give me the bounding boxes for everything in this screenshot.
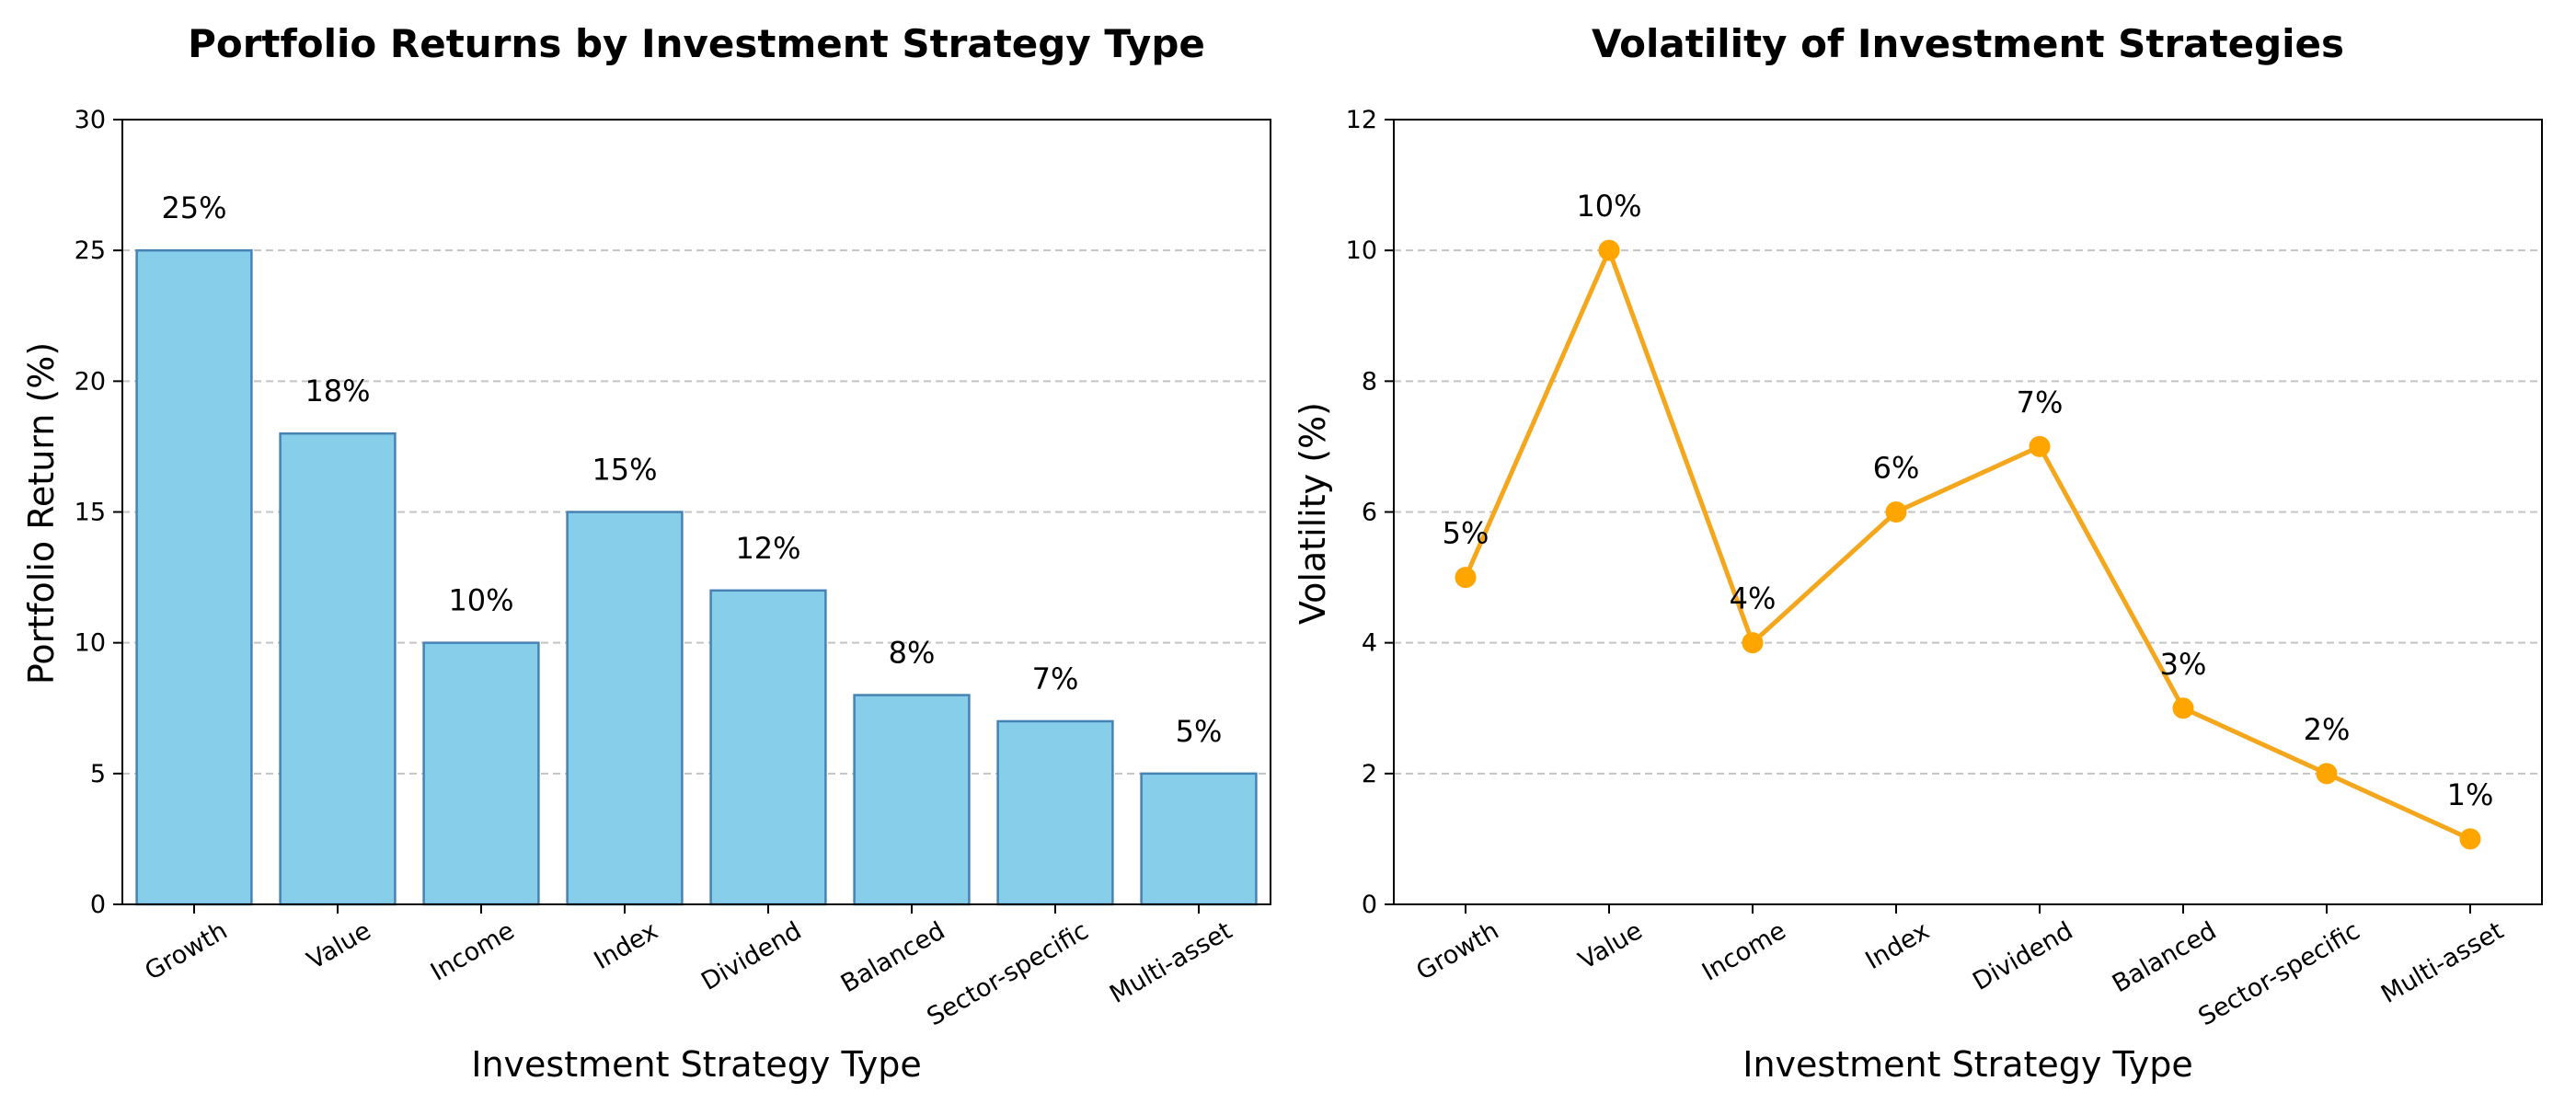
volatility-x-tick-label: Value <box>1574 916 1648 975</box>
point-data-label: 3% <box>2160 647 2207 682</box>
volatility-chart-title: Volatility of Investment Strategies <box>1592 21 2344 66</box>
volatility-x-tick-label: Balanced <box>2108 916 2222 998</box>
volatility-y-tick-label: 2 <box>1362 760 1377 788</box>
volatility-plot-frame <box>1393 119 2543 905</box>
bar-multi-asset <box>1140 772 1258 906</box>
volatility-y-tick-label: 12 <box>1346 106 1377 134</box>
returns-x-tick-label: Sector-specific <box>923 916 1094 1031</box>
bar-data-label: 10% <box>448 583 513 618</box>
volatility-y-tick-label: 0 <box>1362 891 1377 919</box>
returns-chart-title: Portfolio Returns by Investment Strategy… <box>188 21 1205 66</box>
returns-x-tick-label: Growth <box>140 916 232 986</box>
returns-x-tick-label: Multi-asset <box>1105 916 1236 1009</box>
bar-data-label: 25% <box>161 190 226 225</box>
volatility-line-chart: Volatility of Investment Strategies Inve… <box>1293 21 2543 1085</box>
returns-x-tick-label: Value <box>303 916 376 975</box>
returns-y-tick-label: 20 <box>75 367 106 396</box>
volatility-x-tick-label: Multi-asset <box>2376 916 2508 1009</box>
bar-index <box>566 511 684 906</box>
volatility-y-tick-label: 8 <box>1362 367 1377 396</box>
returns-y-tick-label: 15 <box>75 499 106 527</box>
bar-balanced <box>853 694 971 906</box>
point-data-label: 6% <box>1873 451 1920 486</box>
volatility-x-tick-label: Income <box>1697 916 1791 987</box>
bar-sector-specific <box>996 719 1114 906</box>
volatility-x-tick-label: Growth <box>1411 916 1503 986</box>
bar-value <box>279 431 397 906</box>
returns-y-tick-label: 5 <box>90 760 106 788</box>
point-index <box>1885 501 1907 523</box>
returns-plot-frame <box>121 119 1271 905</box>
point-data-label: 7% <box>2017 385 2064 420</box>
volatility-y-tick-label: 4 <box>1362 629 1377 658</box>
point-sector-specific <box>2316 763 2338 785</box>
returns-y-tick-label: 10 <box>75 629 106 658</box>
returns-x-tick-label: Index <box>590 916 663 975</box>
returns-x-tick-label: Dividend <box>696 916 806 996</box>
volatility-series-line <box>1463 247 2472 842</box>
volatility-x-tick-label: Sector-specific <box>2194 916 2365 1031</box>
point-income <box>1742 632 1764 654</box>
point-data-label: 2% <box>2304 712 2351 747</box>
point-dividend <box>2029 435 2051 457</box>
point-data-label: 4% <box>1730 581 1777 616</box>
bar-data-label: 7% <box>1032 661 1079 696</box>
bar-dividend <box>709 589 827 906</box>
returns-bar-chart: Portfolio Returns by Investment Strategy… <box>21 21 1271 1085</box>
volatility-x-axis-label: Investment Strategy Type <box>1742 1044 2193 1085</box>
returns-y-tick-label: 25 <box>75 236 106 265</box>
point-balanced <box>2172 697 2194 719</box>
volatility-y-tick-label: 10 <box>1346 236 1377 265</box>
point-multi-asset <box>2459 828 2481 850</box>
point-data-label: 10% <box>1576 189 1641 224</box>
point-data-label: 1% <box>2447 777 2494 812</box>
bar-data-label: 12% <box>735 531 800 566</box>
volatility-x-tick-label: Index <box>1861 916 1935 975</box>
returns-y-axis-label: Portfolio Return (%) <box>21 342 62 684</box>
volatility-y-tick-label: 6 <box>1362 499 1377 527</box>
bar-data-label: 8% <box>889 636 936 671</box>
point-growth <box>1455 567 1477 589</box>
volatility-x-tick-label: Dividend <box>1968 916 2077 996</box>
returns-x-tick-label: Balanced <box>836 916 950 998</box>
point-data-label: 5% <box>1443 516 1489 551</box>
returns-x-tick-label: Income <box>426 916 520 987</box>
returns-y-tick-label: 0 <box>90 891 106 919</box>
returns-x-axis-label: Investment Strategy Type <box>471 1044 922 1085</box>
bar-data-label: 15% <box>592 453 657 488</box>
volatility-y-axis-label: Volatility (%) <box>1293 402 1333 625</box>
bar-data-label: 18% <box>305 374 370 408</box>
returns-y-tick-label: 30 <box>75 106 106 134</box>
point-value <box>1598 239 1620 261</box>
bar-data-label: 5% <box>1176 714 1223 749</box>
bar-income <box>422 641 540 906</box>
bar-growth <box>135 248 253 906</box>
